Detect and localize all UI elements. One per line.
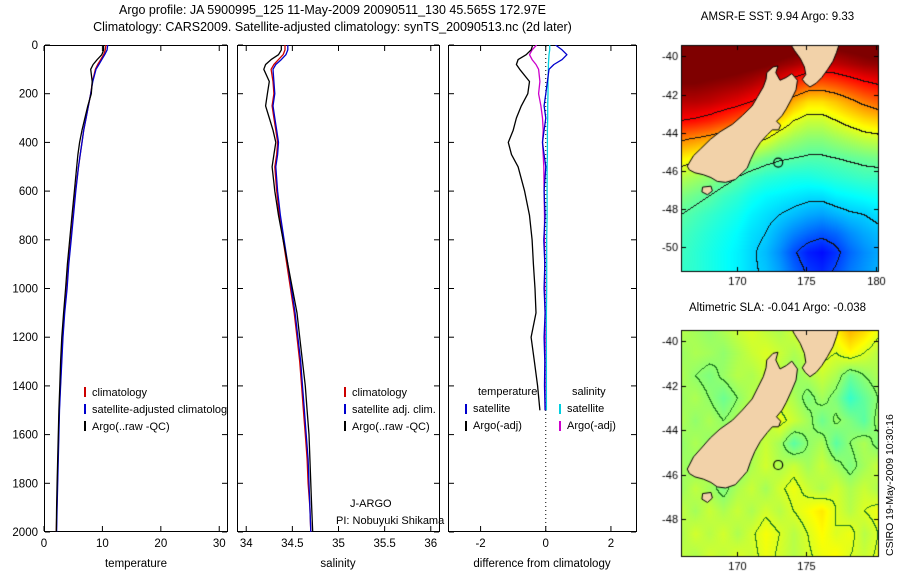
svg-text:34: 34 [240, 538, 253, 550]
svg-text:satellite-adjusted climatology: satellite-adjusted climatology [92, 404, 233, 416]
figure-title: Argo profile: JA 5900995_125 11-May-2009… [119, 3, 546, 17]
svg-text:36: 36 [424, 538, 437, 550]
svg-text:30: 30 [213, 538, 226, 550]
svg-text:2000: 2000 [12, 527, 38, 539]
svg-text:2: 2 [608, 538, 614, 550]
svg-text:1800: 1800 [12, 478, 38, 490]
sst-map [653, 37, 900, 290]
svg-text:34.5: 34.5 [281, 538, 303, 550]
svg-text:satellite: satellite [473, 403, 510, 415]
svg-text:0: 0 [32, 40, 38, 52]
svg-text:-2: -2 [475, 538, 485, 550]
svg-text:salinity: salinity [572, 386, 606, 398]
svg-text:0: 0 [41, 538, 47, 550]
svg-text:climatology: climatology [92, 387, 148, 399]
svg-text:1400: 1400 [12, 381, 38, 393]
svg-text:temperature: temperature [478, 386, 537, 398]
figure-subtitle: Climatology: CARS2009. Satellite-adjuste… [93, 20, 572, 34]
csiro-credit: CSIRO 19-May-2009 10:30:16 [884, 414, 896, 556]
svg-text:satellite: satellite [567, 403, 604, 415]
svg-text:400: 400 [19, 137, 38, 149]
svg-text:PI: Nobuyuki Shikama: PI: Nobuyuki Shikama [336, 515, 445, 527]
svg-text:climatology: climatology [352, 387, 408, 399]
svg-text:200: 200 [19, 89, 38, 101]
svg-text:20: 20 [154, 538, 167, 550]
profile-panels: 0 10 20 30020040060080010001200140016001800… [12, 40, 637, 550]
svg-text:Argo(-adj): Argo(-adj) [567, 420, 616, 432]
difference-axis-label: difference from climatology [473, 558, 611, 570]
svg-text:600: 600 [19, 186, 38, 198]
svg-text:1000: 1000 [12, 284, 38, 296]
svg-text:J-ARGO: J-ARGO [350, 498, 392, 510]
svg-text:Argo(-adj): Argo(-adj) [473, 420, 522, 432]
svg-text:35: 35 [332, 538, 345, 550]
svg-text:Argo(..raw -QC): Argo(..raw -QC) [352, 421, 430, 433]
svg-text:1200: 1200 [12, 332, 38, 344]
svg-text:satellite adj. clim.: satellite adj. clim. [352, 404, 436, 416]
svg-text:Argo(..raw -QC): Argo(..raw -QC) [92, 421, 170, 433]
temperature-axis-label: temperature [104, 558, 168, 570]
salinity-axis-label: salinity [320, 558, 356, 570]
sla-map-title: Altimetric SLA: -0.041 Argo: -0.038 [688, 302, 867, 314]
sla-map [653, 322, 900, 580]
svg-text:35.5: 35.5 [373, 538, 395, 550]
svg-text:0: 0 [543, 538, 549, 550]
svg-text:800: 800 [19, 235, 38, 247]
svg-text:10: 10 [96, 538, 109, 550]
svg-text:1600: 1600 [12, 430, 38, 442]
sst-map-title: AMSR-E SST: 9.94 Argo: 9.33 [700, 11, 855, 23]
